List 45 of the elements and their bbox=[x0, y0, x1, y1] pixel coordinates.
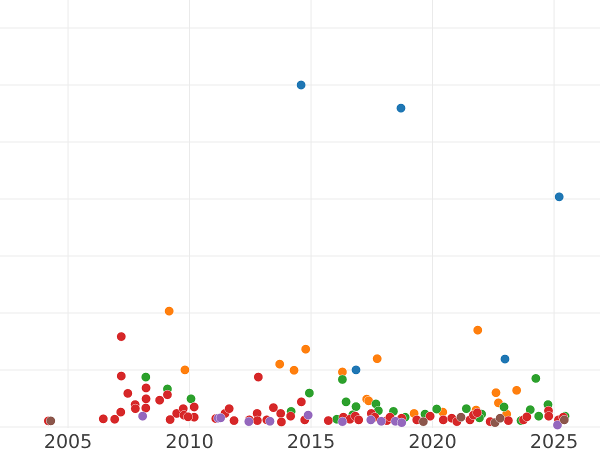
point bbox=[296, 80, 306, 90]
point bbox=[499, 402, 509, 412]
point bbox=[351, 365, 361, 375]
point bbox=[396, 418, 406, 428]
point bbox=[512, 386, 522, 396]
point bbox=[303, 410, 313, 420]
point bbox=[534, 411, 544, 421]
point bbox=[554, 192, 564, 202]
point bbox=[274, 359, 285, 369]
point bbox=[300, 344, 311, 354]
point bbox=[338, 374, 348, 384]
point bbox=[338, 416, 348, 426]
point bbox=[164, 306, 174, 316]
point bbox=[500, 354, 510, 364]
point bbox=[265, 416, 275, 426]
point bbox=[531, 374, 541, 384]
point bbox=[491, 388, 501, 398]
point bbox=[456, 412, 466, 422]
point bbox=[462, 404, 472, 414]
point bbox=[525, 404, 536, 414]
point bbox=[289, 365, 299, 376]
x-tick-label: 2005 bbox=[44, 431, 92, 450]
point bbox=[141, 372, 151, 382]
point bbox=[180, 365, 190, 375]
point bbox=[372, 354, 382, 364]
point bbox=[418, 416, 428, 426]
point bbox=[351, 402, 361, 412]
point bbox=[432, 404, 442, 414]
point bbox=[186, 394, 196, 404]
point bbox=[472, 325, 483, 335]
point bbox=[304, 388, 314, 398]
x-tick-label: 2020 bbox=[408, 431, 457, 450]
point bbox=[216, 413, 226, 423]
point bbox=[138, 411, 148, 421]
point bbox=[376, 416, 386, 426]
x-tick-label: 2010 bbox=[165, 431, 214, 450]
point bbox=[559, 415, 570, 425]
x-tick-label: 2025 bbox=[530, 431, 578, 450]
point bbox=[46, 416, 56, 426]
point bbox=[396, 103, 406, 113]
point bbox=[366, 415, 376, 425]
point bbox=[341, 397, 351, 407]
point bbox=[552, 420, 562, 430]
point bbox=[495, 413, 505, 423]
x-tick-label: 2015 bbox=[286, 431, 336, 450]
